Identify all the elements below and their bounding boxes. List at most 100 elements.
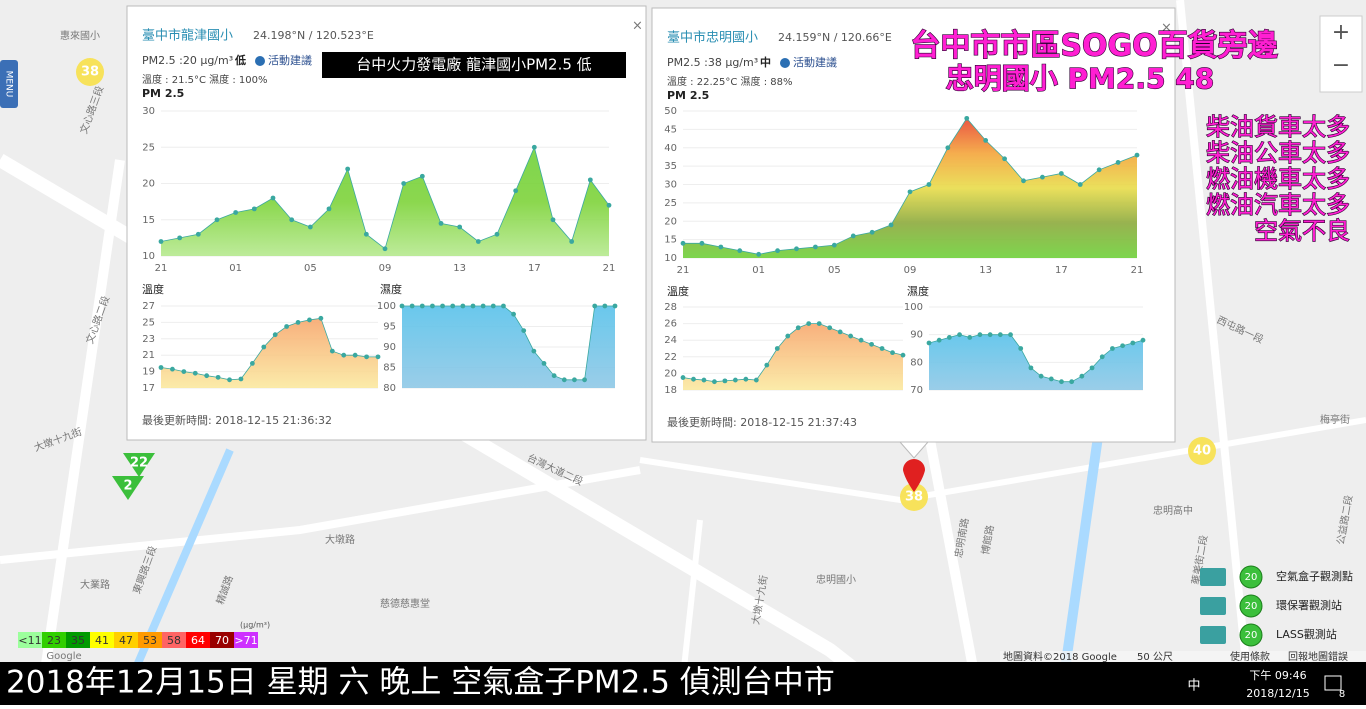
station-coords: 24.198°N / 120.523°E: [253, 29, 374, 42]
map-label: 大業路: [80, 578, 110, 591]
point: [1058, 171, 1064, 176]
scale-cell: [210, 632, 234, 648]
point: [879, 346, 885, 351]
station-type-icon: [1200, 626, 1226, 644]
point: [837, 329, 843, 335]
station-type-icon: [1200, 597, 1226, 615]
point: [774, 346, 780, 351]
point: [561, 377, 567, 383]
point: [858, 337, 864, 343]
zoom-in[interactable]: +: [1332, 20, 1350, 45]
chart-label: 溫度: [142, 282, 164, 296]
ime-indicator[interactable]: 中: [1187, 679, 1200, 694]
station-marker: [76, 58, 104, 86]
point: [1059, 379, 1064, 385]
point: [813, 244, 818, 250]
station-coords: 24.159°N / 120.66°E: [778, 31, 892, 44]
scale-cell: [90, 632, 114, 648]
attribution: 50 公尺: [1137, 651, 1173, 663]
station-type-label: LASS觀測站: [1276, 627, 1337, 641]
point: [977, 332, 983, 338]
pm-level: 中: [760, 55, 771, 69]
point: [401, 181, 407, 186]
map-label: 慈德慈惠堂: [380, 597, 430, 610]
point: [945, 145, 951, 151]
advice-link[interactable]: 活動建議: [268, 53, 312, 67]
point: [926, 340, 932, 346]
point: [531, 348, 537, 354]
x-tick-label: 05: [304, 263, 317, 274]
pm-level: 低: [234, 53, 246, 67]
point: [946, 335, 952, 340]
point: [238, 376, 244, 382]
point: [850, 233, 856, 239]
station-title: 臺中市龍津國小: [142, 28, 233, 44]
point: [1099, 354, 1105, 360]
point: [964, 115, 970, 121]
point: [967, 335, 973, 340]
point: [1040, 174, 1045, 180]
point: [329, 348, 335, 354]
point: [1110, 346, 1115, 351]
point: [888, 222, 894, 228]
station-popup: 臺中市龍津國小 24.198°N / 120.523°E × PM2.5 :20 μg…: [126, 5, 647, 441]
scale-label: 70: [215, 634, 229, 647]
point: [261, 344, 267, 350]
notification-icon[interactable]: [1324, 675, 1342, 691]
point: [541, 361, 547, 366]
point: [419, 173, 425, 179]
point: [513, 188, 519, 194]
point: [430, 303, 435, 309]
point: [251, 206, 257, 212]
area: [161, 147, 609, 256]
y-tick-label: 23: [142, 334, 155, 345]
x-tick-label: 09: [904, 265, 917, 276]
station-marker: [1188, 437, 1216, 465]
point: [409, 303, 415, 309]
station-type-value: 20: [1245, 572, 1258, 583]
close-button[interactable]: ×: [1161, 21, 1172, 36]
point: [957, 332, 962, 338]
caption-bar: [0, 662, 1366, 705]
y-tick-label: 90: [910, 330, 923, 341]
x-tick-label: 01: [229, 263, 242, 274]
popup-pointer: [898, 441, 930, 459]
y-tick-label: 70: [910, 385, 923, 396]
y-tick-label: 10: [664, 253, 677, 264]
chart-label: 溫度: [667, 284, 689, 298]
point: [753, 377, 759, 383]
map-label: Google: [46, 651, 81, 662]
point: [1115, 160, 1121, 165]
close-button[interactable]: ×: [632, 19, 643, 34]
point: [521, 328, 527, 333]
point: [1002, 156, 1007, 162]
point: [204, 373, 210, 379]
point: [177, 235, 183, 241]
point: [480, 303, 486, 309]
scale-cell: [66, 632, 90, 648]
y-tick-label: 15: [142, 215, 155, 226]
point: [1021, 178, 1026, 184]
zoom-out[interactable]: −: [1332, 53, 1350, 78]
point: [289, 217, 295, 223]
menu-button[interactable]: [0, 60, 18, 108]
point: [1077, 182, 1083, 187]
weather: 溫度 : 22.25°C 濕度 : 88%: [667, 75, 792, 88]
point: [691, 376, 696, 382]
advice-link[interactable]: 活動建議: [793, 55, 837, 69]
point: [869, 341, 874, 347]
point: [1038, 373, 1044, 379]
y-tick-label: 30: [664, 180, 677, 191]
y-tick-label: 19: [142, 367, 155, 378]
annotation-left: 台中火力發電廠 龍津國小PM2.5 低: [356, 56, 591, 74]
pm-reading: PM2.5 :20 μg/m³: [142, 54, 233, 67]
point: [341, 352, 347, 358]
station-value: 38: [81, 65, 99, 80]
point: [551, 373, 557, 379]
clock-date[interactable]: 2018/12/15: [1246, 687, 1309, 700]
clock-time[interactable]: 下午 09:46: [1249, 669, 1306, 682]
point: [900, 352, 906, 358]
station-type-badge: [1239, 565, 1263, 589]
y-tick-label: 45: [664, 124, 677, 135]
